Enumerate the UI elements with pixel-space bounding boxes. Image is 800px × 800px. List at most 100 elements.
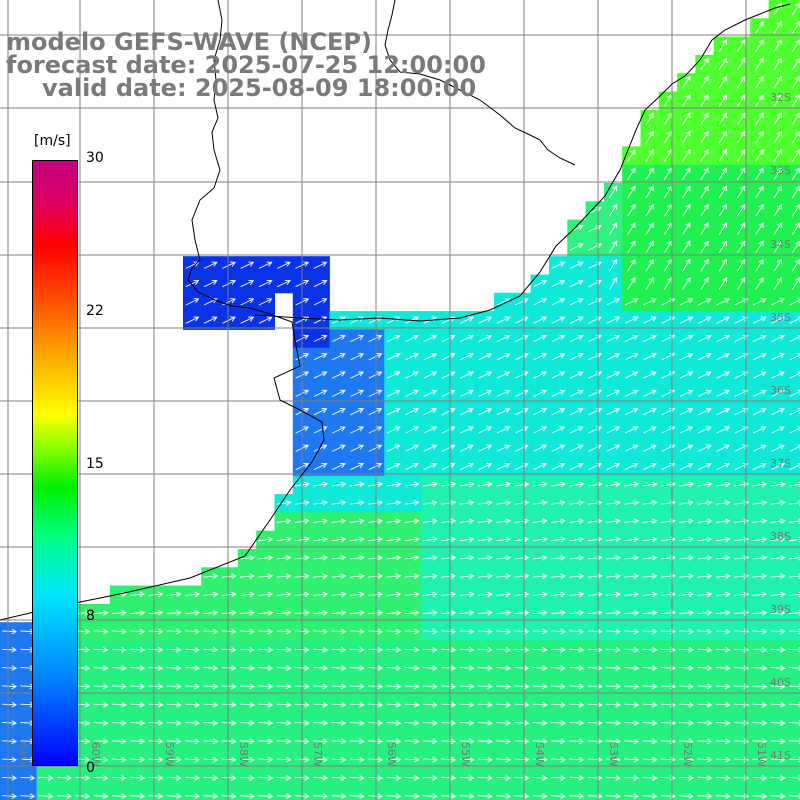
wind-arrow	[185, 738, 201, 745]
wind-arrow	[496, 775, 512, 781]
wind-arrow	[93, 609, 109, 616]
wind-arrow	[386, 371, 401, 379]
wind-arrow	[203, 793, 219, 800]
wind-arrow	[606, 444, 621, 452]
wind-arrow	[514, 775, 530, 781]
wind-arrow	[773, 203, 782, 217]
wind-arrow	[551, 261, 566, 269]
wind-arrow	[715, 683, 731, 690]
wind-arrow	[313, 665, 329, 671]
wind-arrow	[258, 683, 274, 690]
wind-arrow	[606, 536, 621, 543]
wind-arrow	[185, 665, 201, 671]
wind-arrow	[2, 647, 18, 653]
wind-arrow	[532, 573, 548, 579]
wind-arrow	[423, 462, 438, 471]
wind-arrow	[477, 720, 493, 726]
wind-arrow	[569, 481, 585, 488]
wind-arrow	[514, 665, 530, 671]
wind-arrow	[752, 462, 767, 471]
wind-arrow	[203, 628, 219, 635]
wind-arrow	[221, 647, 237, 653]
wind-speed-cell	[695, 786, 715, 800]
wind-arrow	[551, 573, 567, 579]
wind-arrow	[755, 94, 764, 107]
wind-arrow	[404, 518, 420, 524]
wind-arrow	[715, 720, 731, 726]
wind-arrow	[20, 775, 36, 781]
wind-speed-cell	[73, 786, 92, 800]
wind-arrow	[313, 261, 328, 269]
wind-arrow	[368, 444, 383, 452]
wind-arrow	[715, 555, 731, 561]
wind-speed-cell	[54, 786, 74, 800]
wind-arrow	[643, 426, 657, 434]
wind-arrow	[332, 371, 346, 379]
wind-arrow	[551, 426, 566, 434]
wind-arrow	[496, 665, 512, 671]
wind-arrow	[258, 609, 274, 616]
wind-arrow	[755, 39, 764, 52]
wind-arrow	[700, 203, 709, 217]
wind-arrow	[642, 683, 658, 690]
wind-arrow	[2, 793, 18, 800]
wind-arrow	[130, 609, 146, 616]
wind-arrow	[203, 701, 219, 708]
wind-speed-cell	[786, 347, 800, 367]
wind-arrow	[624, 481, 640, 488]
wind-arrow	[587, 518, 603, 524]
wind-arrow	[773, 75, 782, 89]
wind-arrow	[698, 334, 712, 343]
wind-arrow	[533, 298, 548, 306]
wind-arrow	[716, 371, 731, 379]
wind-arrow	[423, 738, 438, 745]
wind-arrow	[276, 573, 292, 579]
wind-arrow	[349, 591, 365, 598]
wind-arrow	[2, 665, 18, 671]
wind-arrow	[240, 573, 255, 579]
wind-arrow	[441, 793, 457, 800]
wind-arrow	[770, 738, 786, 745]
wind-arrow	[111, 738, 127, 745]
wind-arrow	[773, 258, 782, 272]
wind-speed-cell	[475, 786, 495, 800]
wind-arrow	[514, 555, 530, 561]
wind-arrow	[460, 316, 474, 324]
wind-arrow	[386, 793, 402, 800]
wind-arrow	[93, 701, 109, 708]
wind-arrow	[258, 775, 274, 781]
wind-arrow	[569, 536, 585, 543]
wind-arrow	[770, 536, 786, 543]
wind-speed-cell	[201, 786, 221, 800]
wind-arrow	[645, 258, 654, 272]
wind-arrow	[331, 609, 347, 616]
wind-arrow	[587, 738, 603, 745]
wind-arrow	[386, 775, 402, 781]
wind-arrow	[313, 462, 328, 471]
wind-arrow	[771, 426, 785, 434]
wind-arrow	[642, 591, 658, 598]
wind-arrow	[477, 793, 493, 800]
wind-arrow	[368, 426, 383, 434]
wind-arrow	[496, 536, 512, 543]
wind-arrow	[477, 481, 493, 488]
wind-arrow	[642, 720, 658, 726]
wind-arrow	[350, 389, 365, 397]
wind-arrow	[773, 94, 782, 107]
wind-arrow	[2, 683, 18, 690]
wind-arrow	[423, 628, 438, 635]
wind-arrow	[441, 371, 456, 379]
model-title: modelo GEFS-WAVE (NCEP)	[6, 28, 372, 56]
wind-arrow	[332, 426, 346, 434]
wind-arrow	[697, 555, 713, 561]
wind-arrow	[755, 277, 764, 290]
wind-arrow	[258, 591, 274, 598]
latitude-label: 35S	[770, 311, 791, 324]
wind-arrow	[624, 573, 640, 579]
wind-arrow	[606, 756, 621, 763]
wind-arrow	[368, 775, 384, 781]
wind-arrow	[368, 500, 384, 506]
wind-arrow	[679, 444, 694, 452]
wind-arrow	[404, 536, 420, 543]
